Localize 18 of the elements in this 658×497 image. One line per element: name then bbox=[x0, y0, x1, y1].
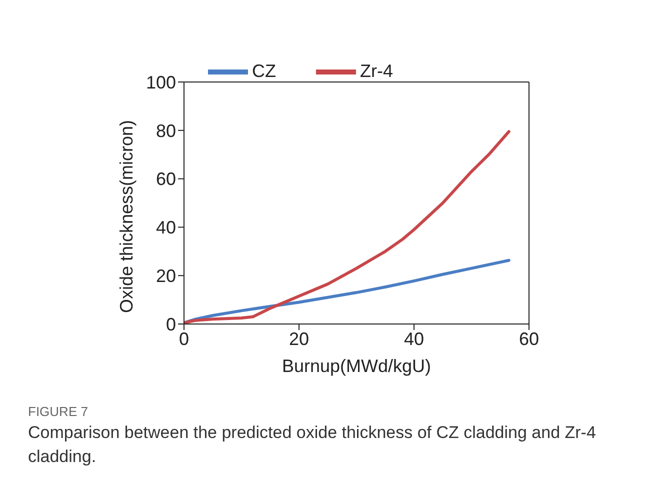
line-series bbox=[184, 258, 510, 324]
y-tick-label: 60 bbox=[156, 169, 176, 190]
text: FIGURE 7 bbox=[28, 404, 89, 419]
legend-label: Zr-4 bbox=[360, 60, 393, 81]
y-tick-label: 20 bbox=[156, 266, 176, 286]
x-tick-label: 0 bbox=[178, 328, 190, 349]
y-tick-label: 100 bbox=[146, 72, 176, 92]
y-axis-title: Oxide thickness(micron) bbox=[116, 120, 136, 313]
y-tick-label: 40 bbox=[156, 218, 176, 238]
y-tick-label: 80 bbox=[156, 120, 176, 141]
text: Comparison between the predicted oxide thickness of CZ cladding and Zr-4 cladding. bbox=[28, 422, 597, 468]
line-series bbox=[184, 130, 510, 324]
x-axis-title: Burnup(MWd/kgU) bbox=[282, 356, 432, 376]
x-tick-label: 60 bbox=[518, 328, 540, 349]
legend-label: CZ bbox=[252, 60, 276, 81]
y-tick-label: 0 bbox=[166, 314, 176, 334]
x-tick-label: 20 bbox=[288, 328, 310, 349]
x-tick-label: 40 bbox=[404, 328, 424, 349]
